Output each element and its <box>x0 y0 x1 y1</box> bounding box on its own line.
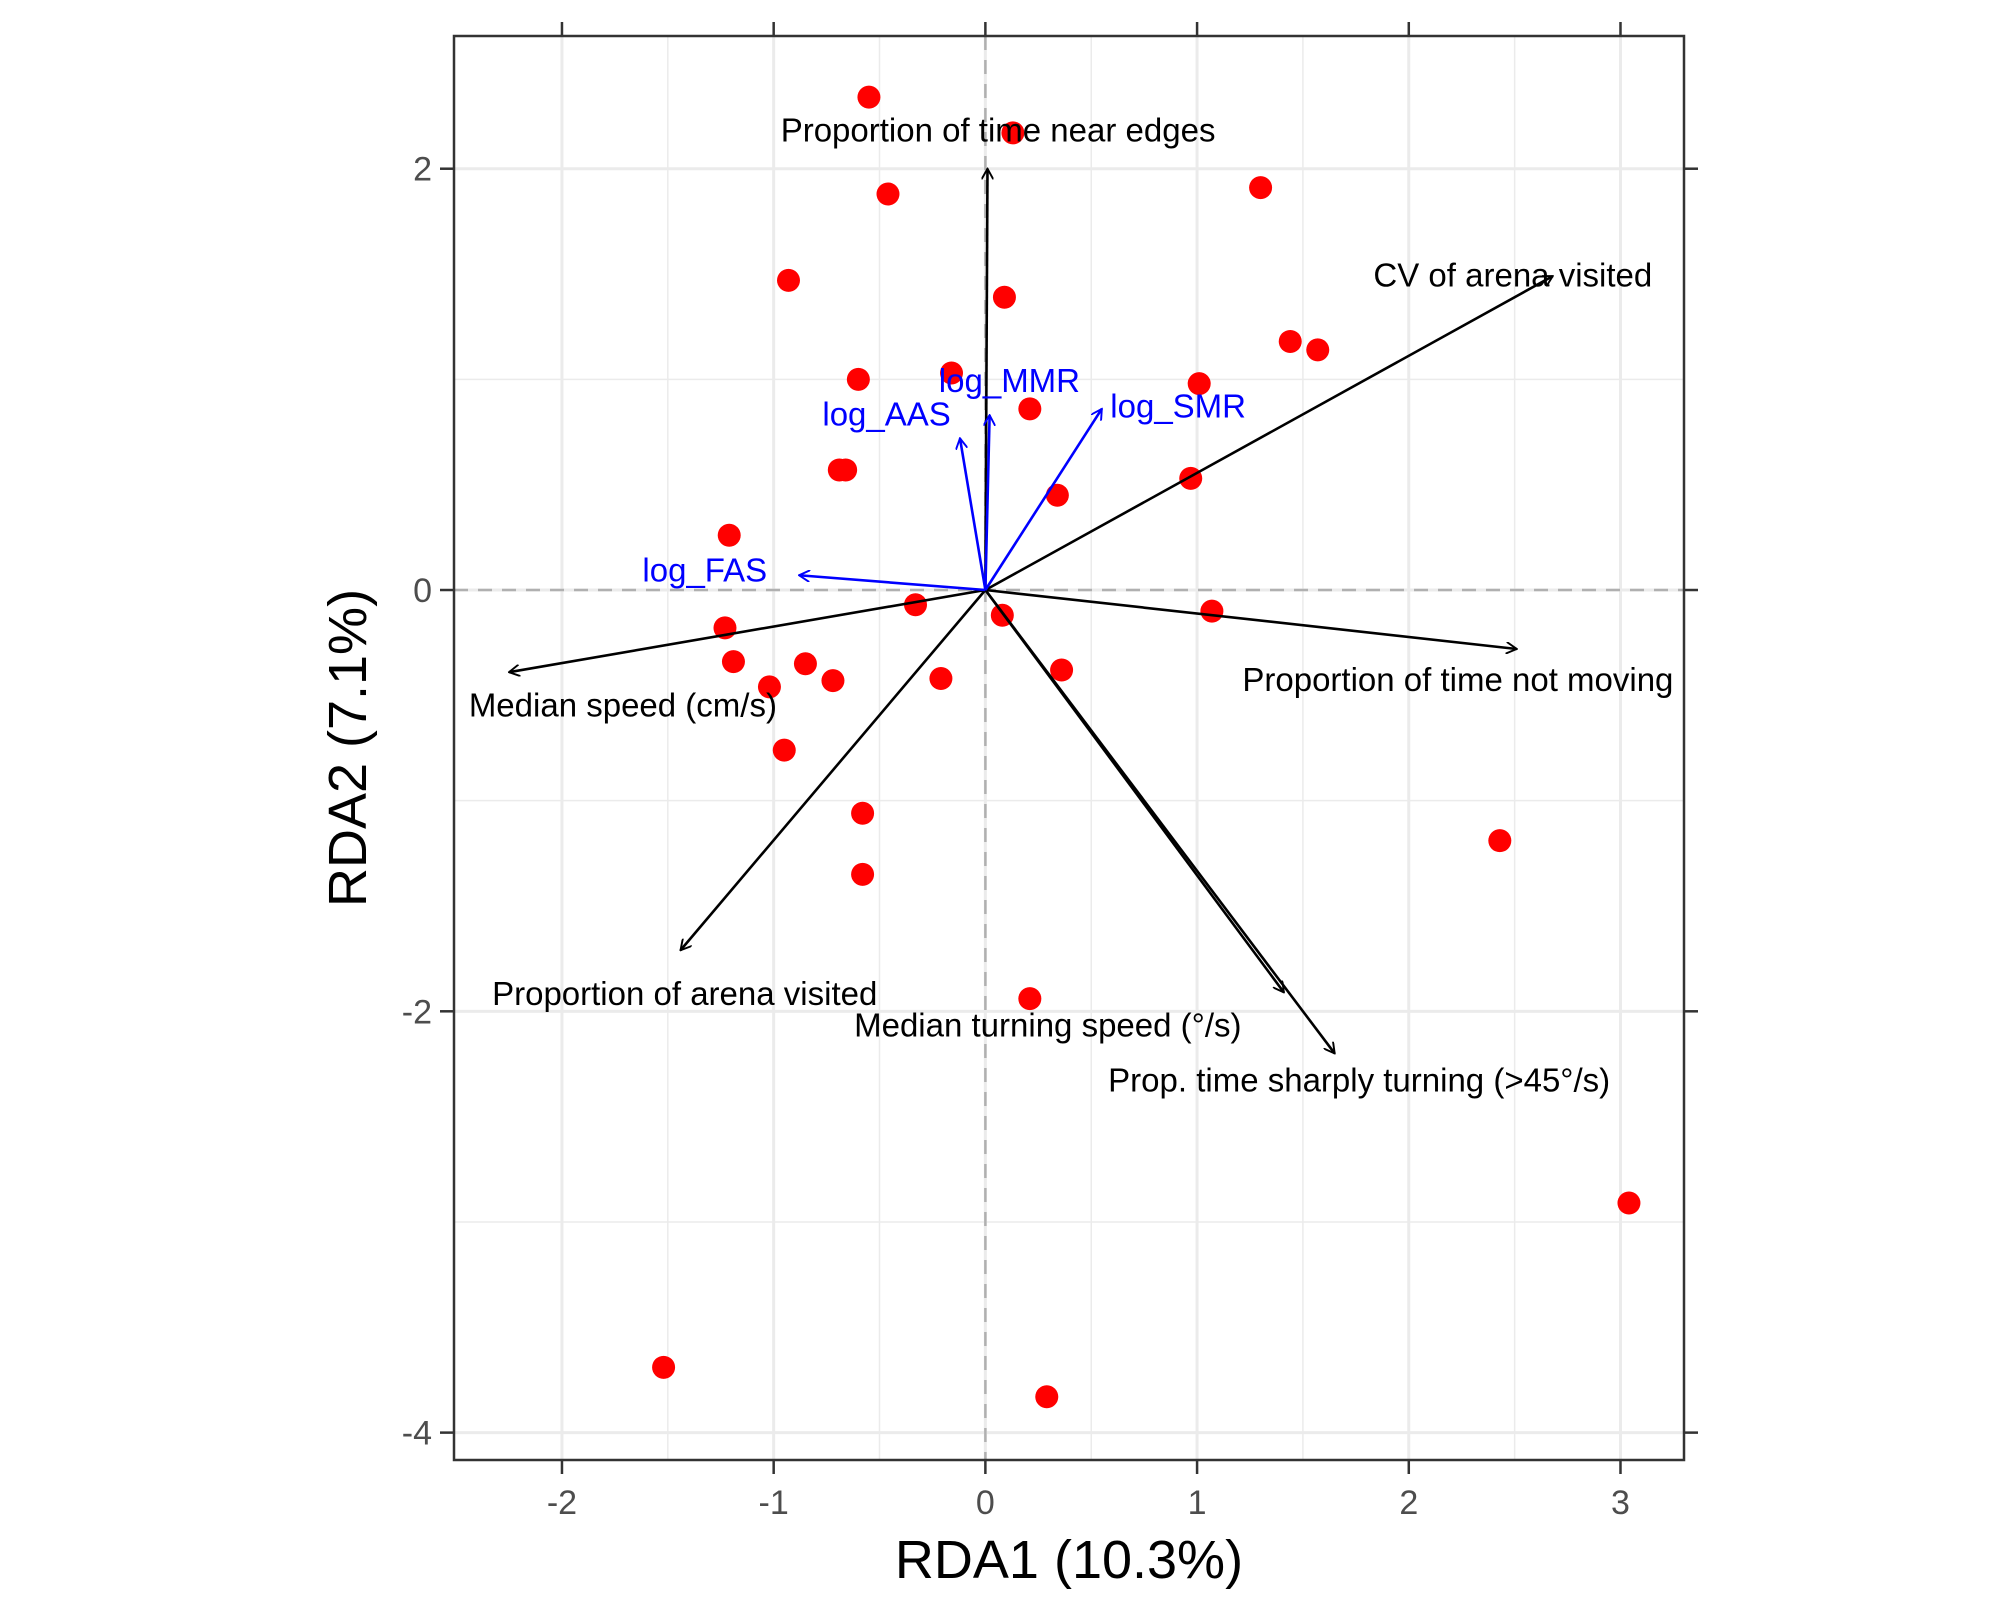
arrow-label: Median speed (cm/s) <box>469 686 777 723</box>
arrow-label: log_SMR <box>1110 387 1246 424</box>
data-point <box>929 666 953 690</box>
data-point <box>904 593 928 617</box>
arrow-label: Proportion of time not moving <box>1242 661 1673 698</box>
data-point <box>992 285 1016 309</box>
arrow-label: Proportion of arena visited <box>492 975 877 1012</box>
biplot-arrow <box>984 275 1552 592</box>
arrow-label: Prop. time sharply turning (>45°/s) <box>1108 1061 1610 1098</box>
arrow-label: log_AAS <box>822 396 950 433</box>
biplot-arrow <box>799 575 986 592</box>
data-point <box>851 801 875 825</box>
ticks-layer: -2 -1 0 1 2 3 -4 -2 0 2 <box>402 22 1698 1522</box>
biplot-arrow <box>984 409 1103 591</box>
biplot-arrow <box>681 589 987 950</box>
response-arrows-layer: Proportion of time near edges CV of arena… <box>469 111 1674 1098</box>
data-point <box>1050 658 1074 682</box>
biplot-arrow <box>960 438 987 591</box>
grid-minor <box>454 36 1684 1460</box>
y-axis-title: RDA2 (7.1%) <box>318 589 378 907</box>
data-point <box>1249 176 1273 200</box>
arrow-label: Median turning speed (°/s) <box>854 1007 1241 1044</box>
arrow-label: log_FAS <box>642 552 767 589</box>
grid-major <box>454 36 1684 1460</box>
data-point <box>1617 1191 1641 1215</box>
y-tick-label: -4 <box>402 1415 432 1453</box>
arrow-label: CV of arena visited <box>1373 257 1652 294</box>
data-point <box>857 85 881 109</box>
data-point <box>1035 1385 1059 1409</box>
data-point <box>717 523 741 547</box>
data-point <box>757 675 781 699</box>
arrow-label: Proportion of time near edges <box>781 111 1216 148</box>
data-point <box>1187 372 1211 396</box>
x-tick-label: 2 <box>1399 1484 1418 1522</box>
reference-lines <box>454 36 1684 1460</box>
x-tick-label: 0 <box>976 1484 995 1522</box>
x-tick-label: 3 <box>1611 1484 1630 1522</box>
x-tick-label: -2 <box>547 1484 577 1522</box>
data-point <box>1278 329 1302 353</box>
points-layer <box>652 85 1641 1409</box>
data-point <box>846 367 870 391</box>
data-point <box>1306 338 1330 362</box>
panel-border <box>452 34 1686 1462</box>
data-point <box>1179 466 1203 490</box>
data-point <box>876 182 900 206</box>
data-point <box>793 652 817 676</box>
y-tick-label: 2 <box>413 151 432 189</box>
biplot-arrow <box>985 415 989 591</box>
data-point <box>721 650 745 674</box>
data-point <box>772 738 796 762</box>
biplot-arrow <box>984 589 1334 1053</box>
arrow-label: log_MMR <box>939 362 1080 399</box>
x-tick-label: -1 <box>759 1484 789 1522</box>
x-axis-title: RDA1 (10.3%) <box>895 1530 1243 1590</box>
data-point <box>851 862 875 886</box>
y-tick-label: 0 <box>413 572 432 610</box>
data-point <box>834 458 858 482</box>
data-point <box>776 268 800 292</box>
y-tick-label: -2 <box>402 993 432 1031</box>
biplot-arrow <box>985 588 1516 649</box>
data-point <box>652 1355 676 1379</box>
data-point <box>1200 599 1224 623</box>
biplot-arrow <box>985 169 987 591</box>
data-point <box>1001 121 1025 145</box>
biplot-arrow <box>509 588 986 672</box>
x-tick-label: 1 <box>1188 1484 1207 1522</box>
data-point <box>1018 397 1042 421</box>
data-point <box>940 361 964 385</box>
data-point <box>1488 829 1512 853</box>
data-point <box>1045 483 1069 507</box>
panel-background <box>454 36 1684 1460</box>
data-point <box>1018 987 1042 1011</box>
data-point <box>821 669 845 693</box>
